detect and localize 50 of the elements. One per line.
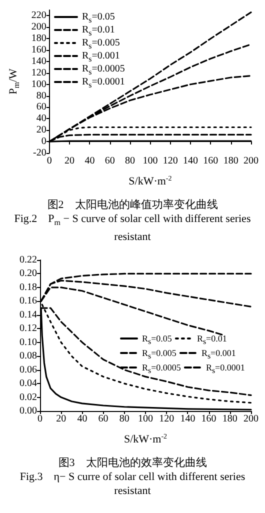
y-tick-label: 100	[31, 78, 46, 90]
x-tick-label: 200	[244, 156, 258, 166]
y-tick-label: 160	[31, 44, 46, 56]
x-tick-label: 80	[125, 156, 136, 166]
x-tick-label: 180	[222, 414, 238, 424]
x-tick-label: 160	[203, 156, 218, 166]
x-tick-label: 80	[119, 414, 130, 424]
x-tick-label: 100	[138, 414, 153, 424]
y-tick-label: 0.22	[20, 254, 37, 266]
y-tick-label: 0.20	[20, 268, 37, 280]
caption: Fig.3 η− S curre of solar cell with different series resistant	[18, 470, 246, 498]
x-tick-label: 100	[142, 156, 158, 166]
caption: Fig.2 P$_{m}$ − S curve of solar cell with different series resistant	[13, 212, 252, 244]
y-tick-label: 0.12	[20, 323, 37, 334]
y-tick-label: 60	[36, 102, 46, 113]
y-tick-label: 220	[31, 10, 46, 22]
x-tick-label: 140	[183, 156, 198, 166]
x-tick-label: 20	[56, 414, 66, 424]
y-tick-label: -20	[33, 148, 46, 158]
y-tick-label: 80	[36, 90, 46, 102]
x-tick-label: 60	[98, 414, 108, 424]
y-tick-label: 40	[36, 113, 46, 124]
y-tick-label: 0	[41, 136, 46, 148]
x-tick-label: 140	[180, 414, 196, 424]
y-axis-title: Pm/W	[8, 68, 21, 94]
x-tick-label: 120	[162, 156, 178, 166]
x-tick-label: 40	[84, 156, 95, 166]
x-tick-label: 160	[201, 414, 216, 424]
y-tick-label: 0.10	[20, 336, 37, 348]
y-tick-label: 0.06	[20, 364, 37, 376]
y-tick-label: 0.18	[20, 282, 37, 293]
y-tick-label: 0.14	[20, 309, 37, 320]
x-tick-label: 120	[159, 414, 174, 424]
x-tick-label: 20	[64, 156, 75, 166]
x-tick-label: 200	[244, 414, 258, 424]
caption: 图3 太阳电池的效率变化曲线	[57, 456, 208, 470]
y-tick-label: 20	[36, 124, 46, 136]
y-tick-label: 120	[31, 67, 46, 78]
x-tick-label: 180	[223, 156, 238, 166]
y-tick-label: 0.02	[20, 392, 37, 403]
y-tick-label: 0.16	[20, 296, 37, 307]
x-tick-label: 60	[104, 156, 115, 166]
y-tick-label: 180	[31, 33, 46, 44]
y-tick-label: 0.00	[20, 406, 37, 416]
y-tick-label: 140	[31, 56, 46, 67]
y-tick-label: 0.08	[20, 350, 37, 362]
caption: 图2 太阳电池的峰值功率变化曲线	[46, 198, 219, 212]
x-tick-label: 40	[77, 414, 88, 424]
y-tick-label: 200	[31, 22, 46, 33]
y-tick-label: 0.04	[20, 378, 37, 390]
